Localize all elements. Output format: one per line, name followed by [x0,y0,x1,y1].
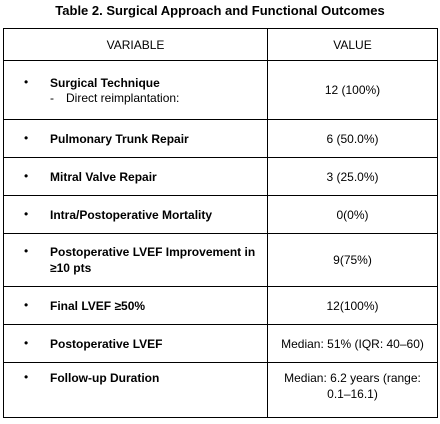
bullet-icon: • [24,206,29,221]
value-cell: 6 (50.0%) [267,119,438,158]
value-cell: 3 (25.0%) [267,157,438,196]
value-cell: 9(75%) [267,233,438,287]
value-cell: Median: 6.2 years (range: 0.1–16.1) [267,362,438,418]
value-cell: Median: 51% (IQR: 40–60) [267,324,438,363]
variable-cell: • Follow-up Duration [3,362,268,418]
table-row: • Surgical Technique - Direct reimplanta… [3,60,438,120]
variable-label: Postoperative LVEF Improvement in ≥10 pt… [50,245,256,275]
variable-label: Surgical Technique [50,75,160,90]
variable-cell: • Postoperative LVEF Improvement in ≥10 … [3,233,268,287]
outcomes-table: VARIABLE VALUE • Surgical Technique - Di… [3,28,438,418]
variable-cell: • Final LVEF ≥50% [3,286,268,325]
bullet-icon: • [24,244,29,258]
header-value: VALUE [267,28,438,61]
table-row: • Postoperative LVEF Improvement in ≥10 … [3,233,438,287]
variable-label: Final LVEF ≥50% [50,298,146,313]
table-title: Table 2. Surgical Approach and Functiona… [55,3,385,18]
table-row: • Intra/Postoperative Mortality 0(0%) [3,195,438,234]
header-variable: VARIABLE [3,28,268,61]
bullet-icon: • [24,74,29,89]
table-row: • Follow-up Duration Median: 6.2 years (… [3,362,438,418]
header-row: VARIABLE VALUE [3,28,438,61]
table-row: • Mitral Valve Repair 3 (25.0%) [3,157,438,196]
bullet-icon: • [24,168,29,183]
variable-cell: • Postoperative LVEF [3,324,268,363]
variable-label: Mitral Valve Repair [50,169,157,184]
sub-item: - Direct reimplantation: [24,91,261,106]
bullet-icon: • [24,297,29,312]
table-row: • Final LVEF ≥50% 12(100%) [3,286,438,325]
sub-item-label: Direct reimplantation: [66,90,180,105]
variable-cell: • Pulmonary Trunk Repair [3,119,268,158]
variable-label: Pulmonary Trunk Repair [50,131,189,146]
value-cell: 12 (100%) [267,60,438,120]
variable-label: Follow-up Duration [50,371,160,385]
bullet-icon: • [24,130,29,145]
variable-label: Postoperative LVEF [50,336,163,351]
variable-cell: • Intra/Postoperative Mortality [3,195,268,234]
variable-cell: • Mitral Valve Repair [3,157,268,196]
table-row: • Postoperative LVEF Median: 51% (IQR: 4… [3,324,438,363]
table-row: • Pulmonary Trunk Repair 6 (50.0%) [3,119,438,158]
bullet-icon: • [24,335,29,350]
variable-label: Intra/Postoperative Mortality [50,207,213,222]
variable-cell: • Surgical Technique - Direct reimplanta… [3,60,268,120]
value-cell: 12(100%) [267,286,438,325]
dash-marker: - [50,90,54,105]
value-cell: 0(0%) [267,195,438,234]
bullet-icon: • [24,370,29,384]
